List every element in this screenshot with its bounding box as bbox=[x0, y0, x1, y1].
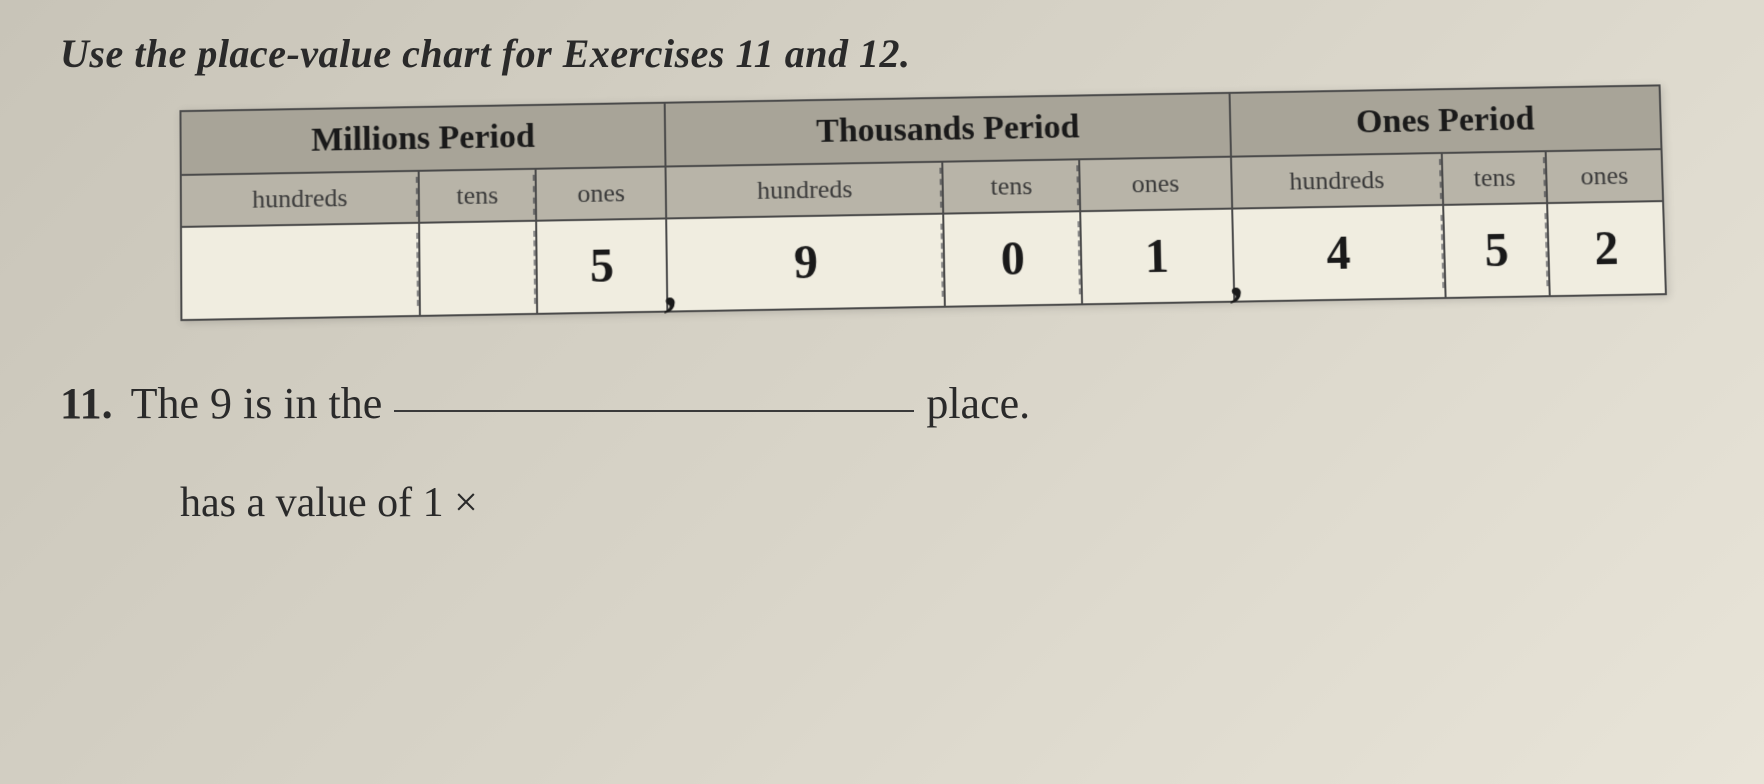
value-m-hundreds bbox=[181, 223, 420, 320]
comma-thousands: , bbox=[1229, 249, 1243, 308]
value-m-ones: 5 , bbox=[536, 218, 668, 313]
place-o-tens: tens bbox=[1442, 151, 1548, 205]
value-m-ones-text: 5 bbox=[590, 239, 615, 292]
question-11-prefix: The 9 is in the bbox=[131, 378, 383, 429]
place-o-ones: ones bbox=[1546, 149, 1663, 203]
place-m-ones: ones bbox=[536, 167, 667, 221]
question-11-number: 11. bbox=[60, 378, 113, 429]
place-t-tens: tens bbox=[943, 159, 1080, 213]
place-m-tens: tens bbox=[419, 169, 537, 223]
place-value-chart-container: Millions Period Thousands Period Ones Pe… bbox=[180, 97, 1664, 308]
value-t-tens: 0 bbox=[944, 211, 1082, 306]
question-11-suffix: place. bbox=[926, 378, 1030, 429]
value-o-tens: 5 bbox=[1443, 203, 1550, 298]
place-m-hundreds: hundreds bbox=[181, 171, 419, 227]
value-t-ones-text: 1 bbox=[1144, 230, 1169, 283]
value-t-hundreds: 9 bbox=[667, 214, 946, 312]
place-o-hundreds: hundreds bbox=[1231, 153, 1444, 209]
partial-question-text: has a value of 1 × bbox=[180, 479, 1704, 527]
question-11-blank bbox=[394, 410, 914, 412]
question-11: 11. The 9 is in the place. bbox=[60, 378, 1704, 429]
value-t-ones: 1 , bbox=[1080, 209, 1234, 305]
place-t-ones: ones bbox=[1079, 157, 1232, 212]
period-millions: Millions Period bbox=[180, 103, 665, 175]
comma-millions: , bbox=[663, 259, 677, 318]
period-ones: Ones Period bbox=[1229, 85, 1661, 156]
place-t-hundreds: hundreds bbox=[666, 162, 944, 219]
instruction-text: Use the place-value chart for Exercises … bbox=[60, 30, 1704, 77]
value-o-ones: 2 bbox=[1547, 201, 1666, 296]
period-thousands: Thousands Period bbox=[665, 93, 1231, 167]
place-value-chart: Millions Period Thousands Period Ones Pe… bbox=[179, 84, 1666, 321]
value-m-tens bbox=[419, 221, 537, 316]
value-o-hundreds: 4 bbox=[1232, 205, 1446, 302]
